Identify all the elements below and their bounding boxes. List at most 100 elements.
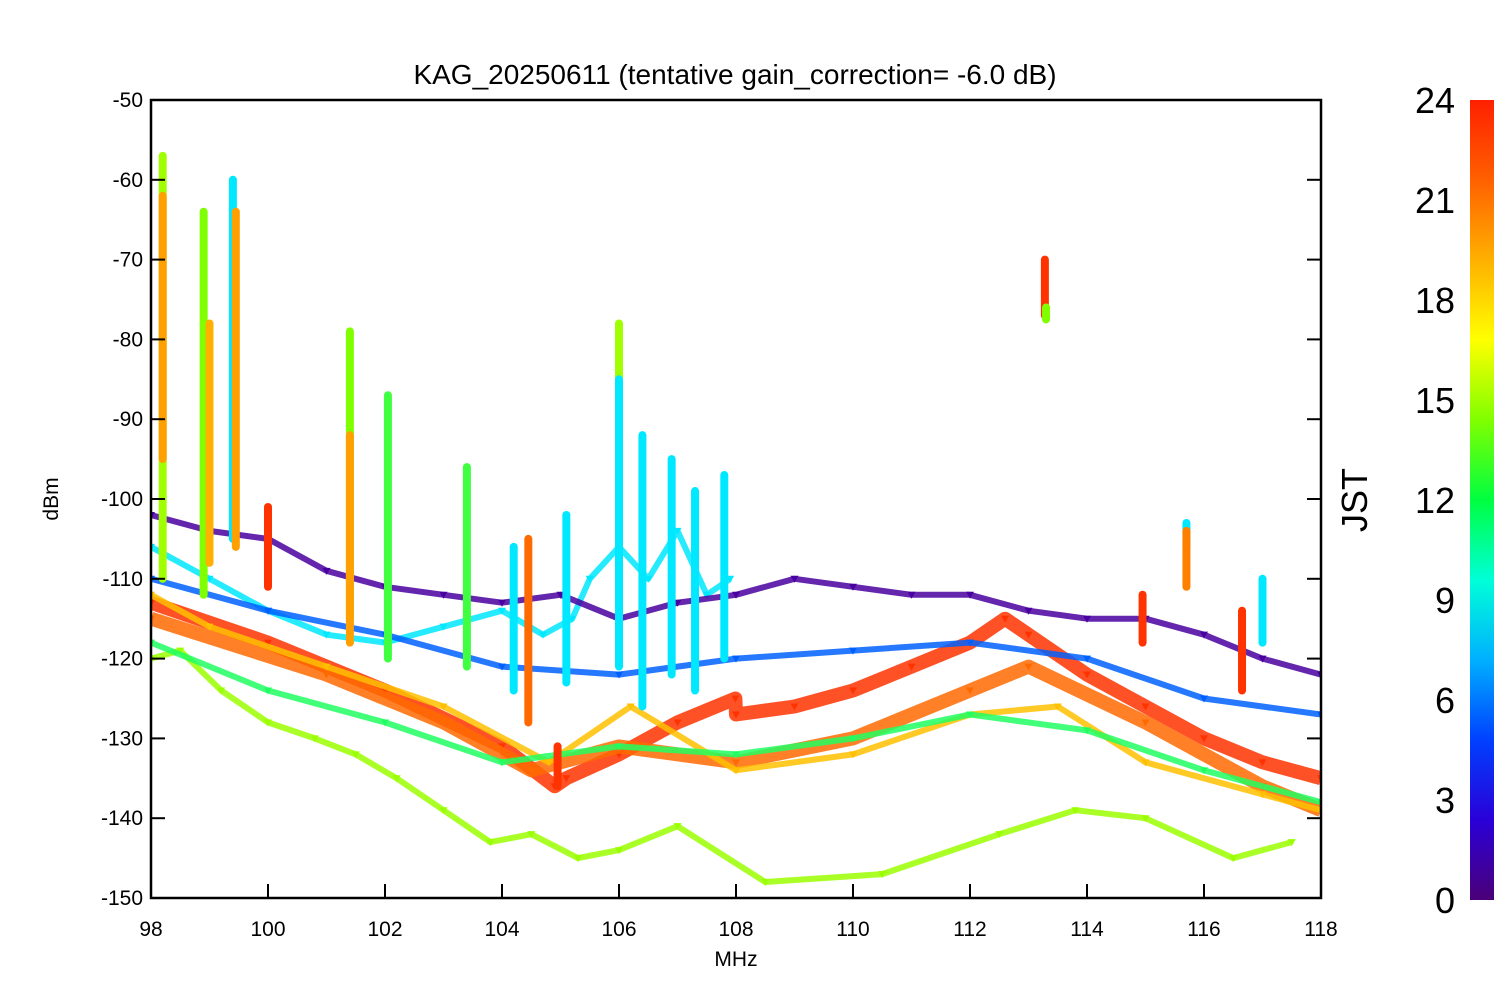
data-point (731, 695, 740, 703)
x-axis-label: MHz (714, 948, 757, 971)
y-tick-label: -70 (113, 249, 143, 272)
plot-frame (149, 98, 1323, 900)
y-axis-label: dBm (40, 477, 63, 520)
data-point (1287, 839, 1296, 847)
data-point (1024, 631, 1033, 639)
x-tick-label: 100 (250, 918, 285, 941)
data-point (264, 607, 272, 615)
y-tick-label: -140 (101, 807, 143, 830)
x-axis: 98 100 102 104 106 108 110 112 114 116 118 (139, 884, 1338, 941)
data-point (761, 879, 770, 887)
data-point (322, 631, 331, 639)
data-point (1258, 759, 1267, 767)
data-point (615, 847, 623, 855)
data-point (790, 575, 799, 583)
data-point (849, 647, 857, 655)
data-point (439, 703, 448, 711)
colorbar-tick-label: 9 (1435, 580, 1455, 621)
data-point (1200, 695, 1208, 703)
data-point (732, 759, 740, 767)
colorbar-ticks: 0 3 6 9 12 15 18 21 24 (1415, 80, 1455, 921)
x-tick-label: 106 (601, 918, 636, 941)
data-point (626, 703, 635, 711)
data-point (1200, 735, 1208, 743)
data-point (351, 751, 360, 759)
data-point (732, 591, 740, 599)
colorbar-tick-label: 0 (1435, 880, 1455, 921)
data-point (615, 743, 623, 751)
x-tick-label: 116 (1187, 918, 1220, 941)
data-point (1200, 631, 1208, 639)
data-point (907, 663, 916, 671)
x-tick-label: 102 (367, 918, 402, 941)
data-point (1024, 607, 1033, 615)
data-point (527, 767, 536, 775)
data-point (1200, 767, 1208, 775)
x-tick-label: 112 (953, 918, 986, 941)
data-point (322, 671, 331, 679)
data-point (1141, 815, 1150, 823)
data-point (176, 647, 185, 655)
data-point (322, 663, 331, 671)
data-point (585, 575, 594, 583)
data-point (1258, 791, 1267, 799)
data-point (264, 639, 272, 647)
data-point (498, 759, 506, 767)
data-marks (151, 151, 1321, 887)
data-point (615, 671, 623, 679)
y-tick-label: -50 (113, 89, 143, 112)
y-tick-label: -150 (101, 887, 143, 910)
data-point (1083, 655, 1091, 663)
data-point (966, 591, 974, 599)
data-point (217, 687, 226, 695)
data-point (439, 623, 448, 631)
data-point (1083, 727, 1091, 735)
colorbar (1470, 100, 1494, 900)
x-tick-label: 118 (1304, 918, 1337, 941)
data-point (673, 719, 682, 727)
data-point (205, 623, 214, 631)
data-point (732, 711, 740, 719)
series-line-3 (151, 647, 1293, 885)
colorbar-tick-label: 21 (1415, 180, 1455, 221)
data-point (544, 759, 553, 767)
series-line-1 (151, 612, 1321, 817)
colorbar-tick-label: 3 (1435, 780, 1455, 821)
data-point (1258, 655, 1267, 663)
y-tick-label: -100 (101, 488, 143, 511)
colorbar-label: JST (1334, 468, 1375, 532)
data-point (562, 775, 571, 783)
data-point (907, 591, 916, 599)
data-point (439, 807, 448, 815)
x-tick-label: 98 (139, 918, 162, 941)
data-point (1083, 615, 1091, 623)
x-tick-label: 108 (718, 918, 753, 941)
data-point (439, 591, 448, 599)
data-point (1229, 855, 1238, 863)
data-point (498, 607, 506, 615)
y-tick-label: -110 (103, 568, 143, 591)
data-point (1141, 759, 1150, 767)
colorbar-tick-label: 12 (1415, 480, 1455, 521)
y-tick-label: -60 (113, 169, 143, 192)
data-point (1071, 807, 1080, 815)
data-point (1001, 615, 1010, 623)
data-point (381, 719, 389, 727)
data-point (264, 719, 272, 727)
data-point (732, 767, 740, 775)
data-point (1141, 703, 1150, 711)
data-point (264, 687, 272, 695)
data-point (878, 871, 887, 879)
data-point (322, 567, 331, 575)
data-point (849, 735, 857, 743)
y-axis: -50 -60 -70 -80 -90 -100 -110 -120 -130 -140 -150 (101, 89, 1321, 910)
data-point (849, 687, 857, 695)
colorbar-tick-label: 24 (1415, 80, 1455, 121)
data-point (849, 583, 857, 591)
colorbar-tick-label: 15 (1415, 380, 1455, 421)
data-point (538, 631, 547, 639)
data-point (966, 639, 974, 647)
y-tick-label: -120 (101, 648, 143, 671)
data-point (732, 655, 740, 663)
